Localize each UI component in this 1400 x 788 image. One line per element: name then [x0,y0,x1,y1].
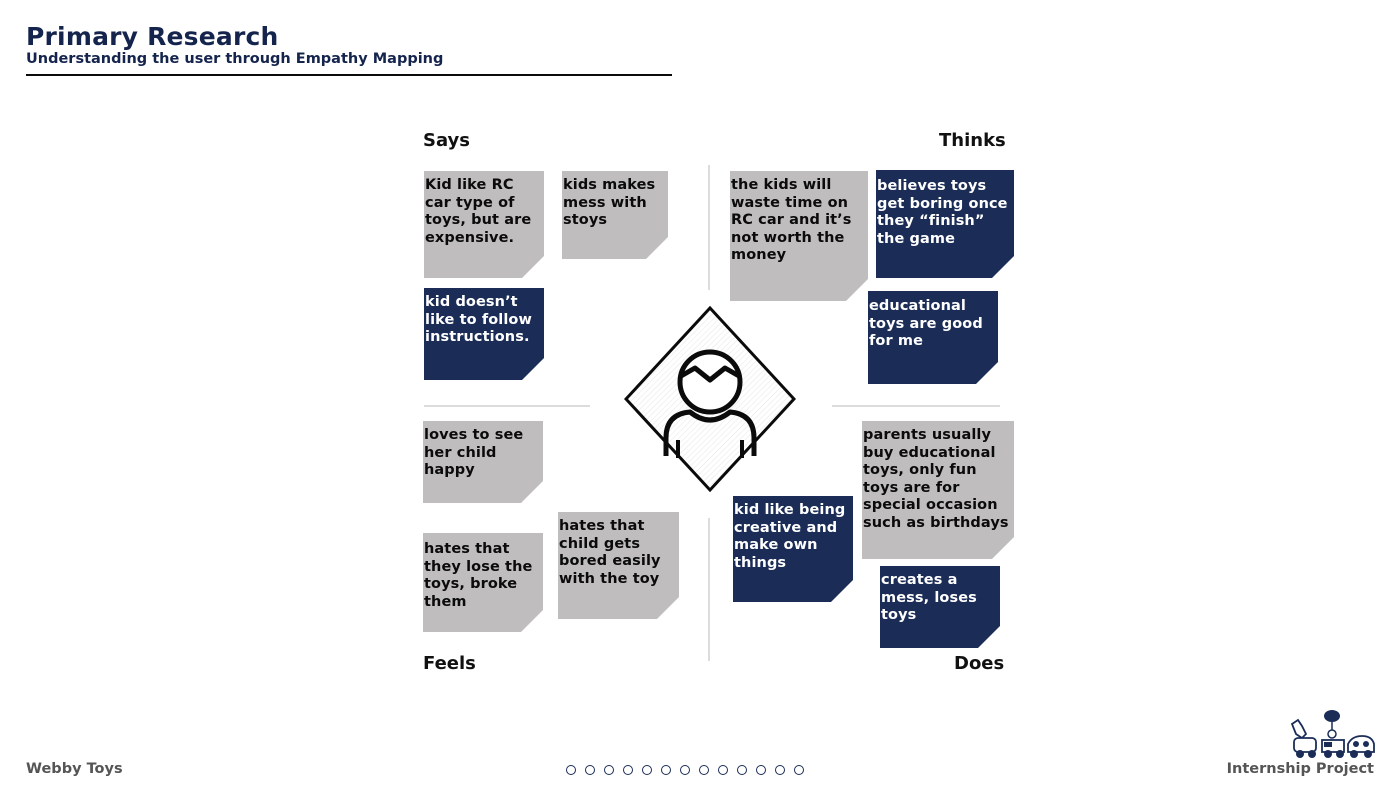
page-dot[interactable] [699,765,709,775]
quadrant-label-thinks: Thinks [939,130,1006,151]
page-dot[interactable] [585,765,595,775]
page-dot[interactable] [775,765,785,775]
sticky-note: educational toys are good for me [868,291,998,384]
sticky-note: kid doesn’t like to follow instructions. [424,288,544,380]
page-dot[interactable] [642,765,652,775]
sticky-note: parents usually buy educational toys, on… [862,421,1014,559]
sticky-note: hates that child gets bored easily with … [558,512,679,619]
quadrant-label-does: Does [954,653,1005,674]
page-dot[interactable] [794,765,804,775]
user-avatar-icon [623,305,797,493]
sticky-note: kids makes mess with stoys [562,171,668,259]
page-dot[interactable] [756,765,766,775]
sticky-note: Kid like RC car type of toys, but are ex… [424,171,544,278]
page-dot[interactable] [737,765,747,775]
page-title: Primary Research [26,22,279,51]
slide-pagination [566,765,804,775]
sticky-note: creates a mess, loses toys [880,566,1000,648]
project-label: Internship Project [1226,761,1374,777]
divider-bottom [708,518,710,661]
page-dot[interactable] [718,765,728,775]
quadrant-label-says: Says [423,130,471,151]
sticky-note: kid like being creative and make own thi… [733,496,853,602]
page-subtitle: Understanding the user through Empathy M… [26,51,444,67]
page-dot[interactable] [623,765,633,775]
sticky-note: hates that they lose the toys, broke the… [423,533,543,632]
page-dot[interactable] [661,765,671,775]
sticky-note: loves to see her child happy [423,421,543,503]
divider-right [832,405,1000,407]
divider-top [708,165,710,290]
header-divider [26,74,672,76]
sticky-note: the kids will waste time on RC car and i… [730,171,868,301]
sticky-note: believes toys get boring once they “fini… [876,170,1014,278]
brand-name: Webby Toys [26,761,123,777]
divider-left [424,405,590,407]
toy-train-logo-icon [1286,708,1376,760]
page-dot[interactable] [566,765,576,775]
page-dot[interactable] [680,765,690,775]
page-dot[interactable] [604,765,614,775]
quadrant-label-feels: Feels [423,653,476,674]
